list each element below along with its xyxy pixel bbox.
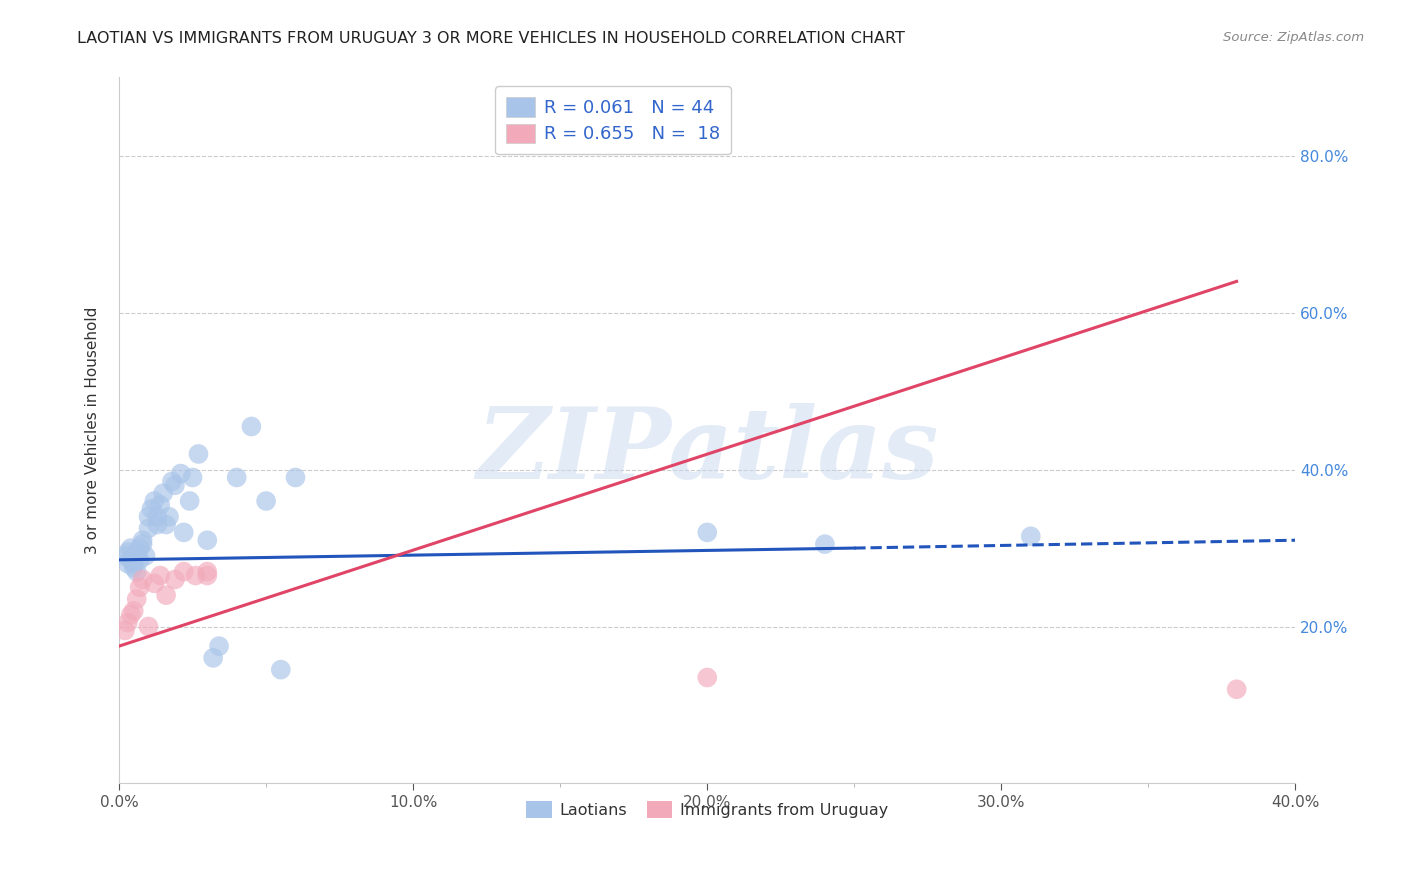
- Point: [1226, 682, 1249, 697]
- Point: [208, 639, 231, 653]
- Point: [184, 568, 207, 582]
- Point: [120, 607, 142, 622]
- Point: [155, 517, 177, 532]
- Text: Source: ZipAtlas.com: Source: ZipAtlas.com: [1223, 31, 1364, 45]
- Point: [1019, 529, 1042, 543]
- Point: [146, 509, 169, 524]
- Point: [128, 553, 150, 567]
- Point: [122, 557, 145, 571]
- Point: [138, 521, 160, 535]
- Point: [120, 553, 142, 567]
- Point: [120, 541, 142, 555]
- Point: [131, 533, 153, 548]
- Point: [143, 494, 166, 508]
- Point: [122, 549, 145, 563]
- Point: [125, 592, 148, 607]
- Point: [131, 573, 153, 587]
- Point: [163, 573, 186, 587]
- Point: [131, 537, 153, 551]
- Point: [122, 560, 145, 574]
- Point: [114, 624, 136, 638]
- Point: [187, 447, 209, 461]
- Point: [149, 498, 172, 512]
- Point: [696, 525, 718, 540]
- Point: [125, 545, 148, 559]
- Point: [157, 509, 180, 524]
- Point: [128, 541, 150, 555]
- Point: [141, 501, 163, 516]
- Point: [284, 470, 307, 484]
- Point: [173, 525, 195, 540]
- Point: [696, 671, 718, 685]
- Point: [225, 470, 247, 484]
- Text: LAOTIAN VS IMMIGRANTS FROM URUGUAY 3 OR MORE VEHICLES IN HOUSEHOLD CORRELATION C: LAOTIAN VS IMMIGRANTS FROM URUGUAY 3 OR …: [77, 31, 905, 46]
- Point: [202, 651, 225, 665]
- Point: [270, 663, 292, 677]
- Point: [173, 565, 195, 579]
- Point: [125, 549, 148, 563]
- Legend: Laotians, Immigrants from Uruguay: Laotians, Immigrants from Uruguay: [520, 795, 894, 825]
- Y-axis label: 3 or more Vehicles in Household: 3 or more Vehicles in Household: [86, 307, 100, 554]
- Point: [134, 549, 156, 563]
- Point: [155, 588, 177, 602]
- Point: [195, 533, 218, 548]
- Point: [240, 419, 263, 434]
- Point: [125, 565, 148, 579]
- Point: [170, 467, 193, 481]
- Point: [117, 557, 139, 571]
- Text: ZIPatlas: ZIPatlas: [477, 403, 938, 500]
- Point: [149, 568, 172, 582]
- Point: [179, 494, 201, 508]
- Point: [122, 604, 145, 618]
- Point: [143, 576, 166, 591]
- Point: [117, 545, 139, 559]
- Point: [138, 619, 160, 633]
- Point: [160, 475, 183, 489]
- Point: [195, 565, 218, 579]
- Point: [128, 580, 150, 594]
- Point: [114, 549, 136, 563]
- Point: [195, 568, 218, 582]
- Point: [163, 478, 186, 492]
- Point: [117, 615, 139, 630]
- Point: [152, 486, 174, 500]
- Point: [181, 470, 204, 484]
- Point: [814, 537, 837, 551]
- Point: [254, 494, 277, 508]
- Point: [138, 509, 160, 524]
- Point: [146, 517, 169, 532]
